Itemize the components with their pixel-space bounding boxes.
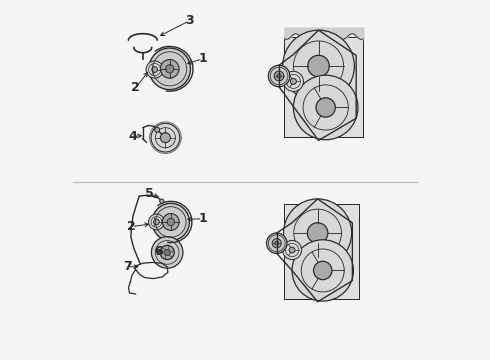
FancyBboxPatch shape — [284, 204, 359, 300]
Circle shape — [152, 203, 190, 240]
Circle shape — [167, 218, 174, 226]
Circle shape — [151, 123, 180, 152]
Circle shape — [272, 239, 281, 248]
Text: 7: 7 — [123, 260, 132, 273]
Circle shape — [152, 67, 157, 72]
Circle shape — [283, 240, 302, 260]
Circle shape — [153, 219, 159, 225]
Circle shape — [275, 241, 279, 245]
Text: 5: 5 — [145, 187, 153, 200]
Circle shape — [308, 55, 329, 77]
Text: 1: 1 — [198, 212, 207, 225]
Circle shape — [151, 237, 183, 268]
Circle shape — [316, 98, 335, 117]
Text: 2: 2 — [131, 81, 140, 94]
Text: 2: 2 — [127, 220, 136, 233]
Circle shape — [160, 199, 164, 203]
Text: 1: 1 — [198, 52, 207, 65]
Text: 3: 3 — [185, 14, 194, 27]
Circle shape — [283, 71, 303, 91]
Circle shape — [284, 199, 352, 267]
Text: 4: 4 — [128, 130, 137, 143]
Circle shape — [274, 71, 284, 81]
Circle shape — [164, 249, 171, 256]
Circle shape — [289, 247, 295, 253]
Circle shape — [160, 245, 174, 260]
Circle shape — [160, 59, 179, 78]
Circle shape — [314, 261, 332, 280]
Circle shape — [307, 223, 328, 243]
Circle shape — [160, 133, 171, 143]
Circle shape — [292, 240, 353, 301]
Circle shape — [146, 61, 163, 78]
Circle shape — [149, 48, 191, 90]
Circle shape — [166, 65, 174, 73]
Circle shape — [267, 233, 287, 253]
Text: 6: 6 — [154, 245, 163, 258]
Circle shape — [155, 127, 160, 132]
Circle shape — [148, 214, 164, 230]
Circle shape — [294, 75, 358, 140]
Circle shape — [162, 213, 179, 230]
FancyBboxPatch shape — [285, 37, 364, 137]
Circle shape — [277, 74, 281, 78]
Circle shape — [291, 78, 296, 84]
Circle shape — [283, 30, 354, 102]
Circle shape — [269, 65, 290, 87]
